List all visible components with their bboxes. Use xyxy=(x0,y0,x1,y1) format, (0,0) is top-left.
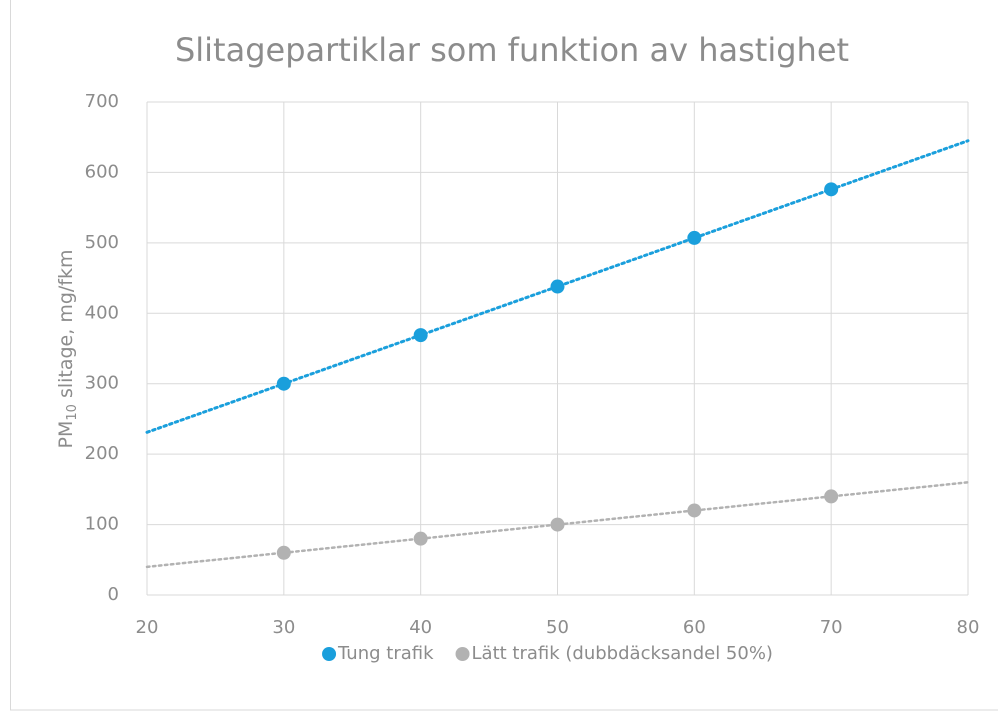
data-point xyxy=(276,545,291,560)
x-tick-label: 40 xyxy=(409,617,432,638)
y-tick-label: 700 xyxy=(85,91,119,112)
x-tick-label: 30 xyxy=(272,617,295,638)
x-tick-label: 50 xyxy=(546,617,569,638)
legend-marker xyxy=(322,647,337,661)
y-tick-label: 400 xyxy=(85,302,119,323)
y-tick-label: 200 xyxy=(85,443,119,464)
y-tick-label: 300 xyxy=(85,373,119,394)
data-point xyxy=(824,489,839,504)
x-tick-label: 20 xyxy=(136,617,159,638)
data-point xyxy=(687,230,702,245)
y-tick-label: 0 xyxy=(108,584,119,605)
y-label-sub: 10 xyxy=(65,404,80,421)
data-point xyxy=(687,503,702,518)
legend-label: Lätt trafik (dubbdäcksandel 50%) xyxy=(472,643,773,664)
data-point xyxy=(276,376,291,391)
y-tick-label: 600 xyxy=(85,161,119,182)
data-point xyxy=(824,182,839,197)
y-axis-label: PM10 slitage, mg/fkm xyxy=(55,250,80,449)
x-tick-label: 80 xyxy=(957,617,980,638)
data-point xyxy=(550,517,565,532)
data-point xyxy=(413,531,428,546)
x-tick-label: 60 xyxy=(683,617,706,638)
chart-frame xyxy=(10,0,998,711)
data-point xyxy=(413,328,428,343)
x-tick-label: 70 xyxy=(820,617,843,638)
y-label-rest: slitage, mg/fkm xyxy=(55,250,77,405)
y-tick-label: 500 xyxy=(85,232,119,253)
y-label-main: PM xyxy=(55,421,77,449)
y-tick-label: 100 xyxy=(85,514,119,535)
data-point xyxy=(550,279,565,294)
legend-marker xyxy=(455,647,470,661)
legend-label: Tung trafik xyxy=(337,643,434,664)
chart-title: Slitagepartiklar som funktion av hastigh… xyxy=(175,31,849,69)
